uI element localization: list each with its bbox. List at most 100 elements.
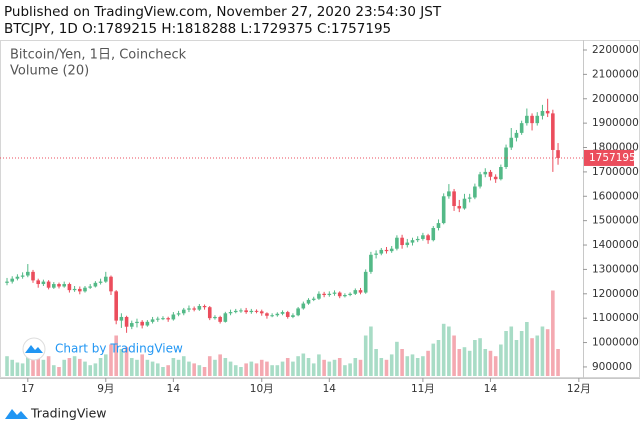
candle-body	[275, 313, 280, 316]
candle-body	[15, 276, 20, 279]
candle-body	[473, 186, 477, 198]
volume-bar	[488, 350, 493, 376]
candle-body	[41, 281, 46, 285]
candle-body	[77, 288, 82, 292]
candle-body	[488, 171, 493, 177]
candle-body	[545, 110, 550, 114]
volume-bar	[410, 354, 415, 376]
candle-body	[166, 318, 170, 320]
footer-icon	[5, 409, 28, 419]
volume-bar	[301, 353, 306, 376]
legend-title: Bitcoin/Yen, 1日, Coincheck	[10, 48, 187, 63]
volume-bar	[176, 359, 181, 376]
volume-bar	[306, 358, 311, 376]
candle-body	[36, 280, 41, 285]
volume-bar	[389, 354, 394, 376]
candle-body	[72, 288, 77, 291]
candle-body	[467, 197, 472, 199]
volume-bar	[384, 359, 389, 376]
candle-body	[343, 295, 347, 297]
volume-bar	[343, 365, 347, 376]
candle-body	[452, 191, 456, 207]
x-tick-label: 12月	[567, 383, 591, 395]
volume-bar	[395, 341, 399, 376]
volume-bar	[493, 356, 498, 376]
candle-body	[249, 310, 254, 313]
candle-body	[509, 137, 514, 148]
y-tick-label: 1100000	[592, 312, 639, 324]
candle-body	[223, 313, 228, 322]
candle-body	[202, 305, 207, 308]
candle-body	[426, 235, 430, 241]
volume-bar	[280, 361, 285, 376]
y-tick-label: 2200000	[592, 44, 639, 56]
volume-bar	[150, 361, 155, 376]
candle-body	[389, 248, 394, 252]
volume-bar	[129, 358, 134, 376]
volume-bar	[5, 356, 9, 376]
volume-bar	[473, 340, 477, 376]
volume-bar	[285, 358, 290, 376]
volume-bar	[514, 340, 519, 376]
volume-bar	[135, 359, 139, 376]
volume-bar	[119, 349, 124, 376]
volume-bar	[311, 363, 316, 376]
candle-body	[431, 227, 436, 241]
volume-bar	[228, 361, 233, 376]
volume-bar	[36, 358, 41, 376]
volume-bar	[363, 335, 368, 376]
volume-bar	[218, 354, 222, 376]
volume-bar	[540, 326, 545, 376]
candle-body	[384, 249, 389, 252]
volume-bar	[31, 353, 35, 376]
volume-bar	[259, 359, 264, 376]
candle-body	[280, 312, 285, 314]
volume-bar	[358, 359, 363, 376]
volume-bar	[483, 349, 488, 376]
candle-body	[556, 150, 560, 158]
candle-body	[5, 281, 9, 283]
candle-body	[332, 292, 337, 294]
candle-body	[540, 110, 545, 116]
volume-bar	[348, 363, 352, 376]
candle-body	[405, 242, 410, 246]
last-price-label: 1757195	[589, 152, 636, 164]
volume-bar	[10, 359, 15, 376]
volume-bar	[161, 367, 165, 376]
candle-body	[155, 318, 160, 320]
volume-bar	[109, 344, 113, 376]
candle-body	[135, 321, 139, 324]
volume-bar	[88, 365, 92, 376]
volume-bar	[426, 350, 430, 376]
candle-body	[187, 308, 191, 310]
watermark-text: Chart by TradingView	[55, 342, 183, 356]
candle-body	[176, 313, 181, 315]
volume-bar	[509, 326, 514, 376]
x-tick-label: 11月	[411, 383, 435, 395]
candle-body	[493, 176, 498, 180]
candle-body	[270, 315, 274, 317]
candle-body	[124, 316, 129, 327]
volume-bar	[52, 365, 56, 376]
candle-body	[410, 240, 415, 243]
candle-body	[197, 305, 202, 310]
candle-body	[62, 284, 67, 287]
legend-volume: Volume (20)	[10, 64, 89, 79]
candle-body	[265, 313, 269, 316]
candle-body	[83, 287, 87, 292]
y-tick-label: 1500000	[592, 215, 639, 227]
y-tick-label: 1000000	[592, 337, 639, 349]
candle-body	[337, 292, 342, 297]
candle-body	[322, 293, 326, 296]
x-tick-label: 14	[484, 383, 498, 395]
volume-bar	[327, 361, 332, 376]
candle-body	[374, 253, 378, 255]
volume-bar	[436, 340, 441, 376]
candle-body	[192, 308, 196, 310]
candle-body	[181, 309, 186, 314]
volume-bar	[155, 363, 160, 376]
candle-body	[161, 318, 165, 320]
candle-body	[244, 310, 248, 313]
volume-bar	[374, 349, 378, 376]
